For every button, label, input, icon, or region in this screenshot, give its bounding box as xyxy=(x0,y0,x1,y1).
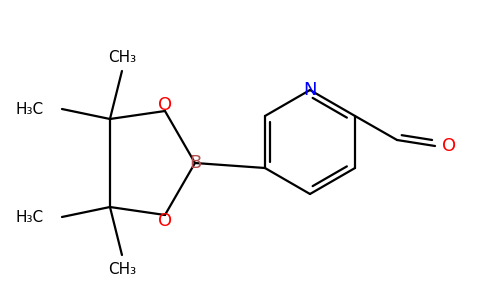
Text: O: O xyxy=(158,212,172,230)
Text: O: O xyxy=(158,96,172,114)
Text: H₃C: H₃C xyxy=(16,209,44,224)
Text: N: N xyxy=(303,81,317,99)
Text: H₃C: H₃C xyxy=(16,101,44,116)
Text: CH₃: CH₃ xyxy=(108,262,136,277)
Text: B: B xyxy=(189,154,201,172)
Text: CH₃: CH₃ xyxy=(108,50,136,64)
Text: O: O xyxy=(442,137,456,155)
